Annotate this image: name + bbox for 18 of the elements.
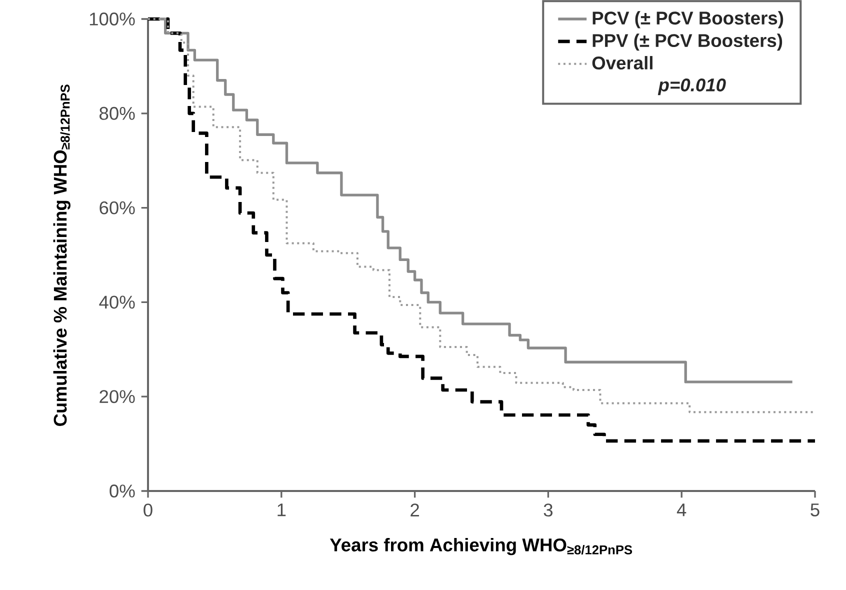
y-tick-label: 0% <box>110 484 135 498</box>
x-tick-label: 1 <box>278 504 286 516</box>
y-tick-label: 60% <box>100 201 135 214</box>
legend-label: PCV (± PCV Boosters) <box>592 11 784 28</box>
y-axis-title: Cumulative % Maintaining WHO$_{≥8/12PnPS}$ <box>53 84 70 426</box>
x-axis-title: Years from Achieving WHO$_{≥8/12PnPS}$ <box>330 538 632 556</box>
x-tick-label: 2 <box>410 504 419 516</box>
x-tick-label: 0 <box>144 504 152 517</box>
y-tick-label: 100% <box>90 12 135 26</box>
legend-label: Overall <box>592 56 652 70</box>
x-tick-label: 5 <box>810 504 820 516</box>
y-tick-label: 20% <box>100 390 135 404</box>
y-tick-label: 40% <box>99 296 135 309</box>
y-tick-label: 80% <box>100 106 135 120</box>
legend-label: PPV (± PCV Boosters) <box>592 34 782 51</box>
x-tick-label: 3 <box>544 504 552 517</box>
annotation: p=0.010 <box>658 78 726 96</box>
x-tick-label: 4 <box>676 504 686 516</box>
